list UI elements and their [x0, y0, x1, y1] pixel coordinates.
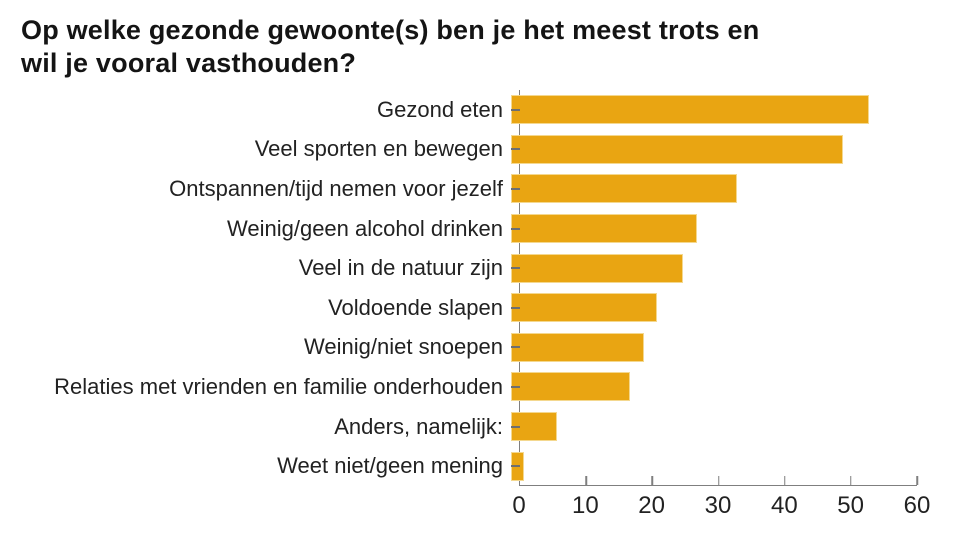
bar — [511, 214, 697, 244]
chart-row: Anders, namelijk: — [0, 407, 917, 447]
bar-track — [511, 328, 909, 368]
chart-row: Weinig/geen alcohol drinken — [0, 209, 917, 249]
bar-track — [511, 248, 909, 288]
y-axis-tick — [511, 425, 520, 428]
category-label: Weinig/niet snoepen — [304, 334, 503, 360]
bar-track — [511, 90, 909, 130]
chart-title-line-1: Op welke gezonde gewoonte(s) ben je het … — [21, 15, 760, 45]
chart-title-line-2: wil je vooral vasthouden? — [21, 48, 357, 78]
bar-chart: Gezond eten Veel sporten en bewegen Ontspa… — [0, 90, 918, 486]
bar-track — [511, 288, 909, 328]
x-axis-tick — [717, 476, 720, 485]
plot-axes — [519, 90, 918, 486]
bar — [511, 174, 737, 204]
x-axis-tick — [916, 476, 918, 485]
category-label: Relaties met vrienden en familie onderho… — [54, 373, 503, 399]
x-axis-tick-label: 0 — [512, 492, 526, 519]
bar-track — [511, 169, 909, 209]
bar-track — [511, 367, 909, 407]
y-axis-tick — [511, 187, 520, 190]
y-axis-tick — [511, 148, 520, 151]
x-axis-tick — [585, 476, 587, 485]
category-label: Ontspannen/tijd nemen voor jezelf — [169, 175, 503, 201]
x-axis-tick-label: 20 — [638, 492, 666, 519]
category-label: Anders, namelijk: — [334, 413, 503, 439]
chart-title: Op welke gezonde gewoonte(s) ben je het … — [21, 14, 759, 80]
bar-rows: Gezond eten Veel sporten en bewegen Ontspa… — [0, 90, 917, 486]
y-axis-tick — [511, 385, 520, 388]
y-axis-tick — [511, 227, 520, 230]
bar — [511, 253, 684, 283]
y-axis-tick — [511, 108, 520, 111]
x-axis-labels: 0 10 20 30 40 50 60 — [512, 492, 930, 524]
x-axis-tick-label: 10 — [571, 492, 599, 519]
x-axis-tick — [651, 476, 654, 485]
x-axis-tick-label: 50 — [837, 492, 865, 519]
y-axis-tick — [511, 267, 520, 270]
chart-row: Weet niet/geen mening — [0, 446, 917, 486]
y-axis-tick — [511, 465, 520, 468]
bar — [511, 372, 631, 402]
bar — [511, 293, 657, 323]
chart-row: Weinig/niet snoepen — [0, 328, 917, 368]
x-axis-tick-label: 60 — [903, 492, 931, 519]
x-axis-tick-label: 40 — [770, 492, 798, 519]
chart-row: Veel in de natuur zijn — [0, 248, 917, 288]
bar-track — [511, 446, 909, 486]
chart-row: Voldoende slapen — [0, 288, 917, 328]
chart-row: Ontspannen/tijd nemen voor jezelf — [0, 169, 917, 209]
y-axis-tick — [511, 346, 520, 349]
category-label: Weet niet/geen mening — [277, 453, 503, 479]
chart-row: Veel sporten en bewegen — [0, 130, 917, 170]
x-axis-tick — [783, 476, 786, 485]
category-label: Gezond eten — [377, 96, 503, 122]
x-axis-tick-label: 30 — [704, 492, 732, 519]
bar — [511, 134, 843, 164]
chart-row: Gezond eten — [0, 90, 917, 130]
chart-row: Relaties met vrienden en familie onderho… — [0, 367, 917, 407]
category-label: Veel in de natuur zijn — [298, 255, 503, 281]
bar-track — [511, 407, 909, 447]
bar-track — [511, 130, 909, 170]
y-axis-tick — [511, 306, 520, 309]
x-axis-tick — [850, 476, 852, 485]
bar — [511, 332, 644, 362]
category-label: Veel sporten en bewegen — [254, 136, 503, 162]
category-label: Voldoende slapen — [328, 294, 503, 320]
category-label: Weinig/geen alcohol drinken — [227, 215, 503, 241]
bar — [511, 95, 870, 125]
bar-track — [511, 209, 909, 249]
